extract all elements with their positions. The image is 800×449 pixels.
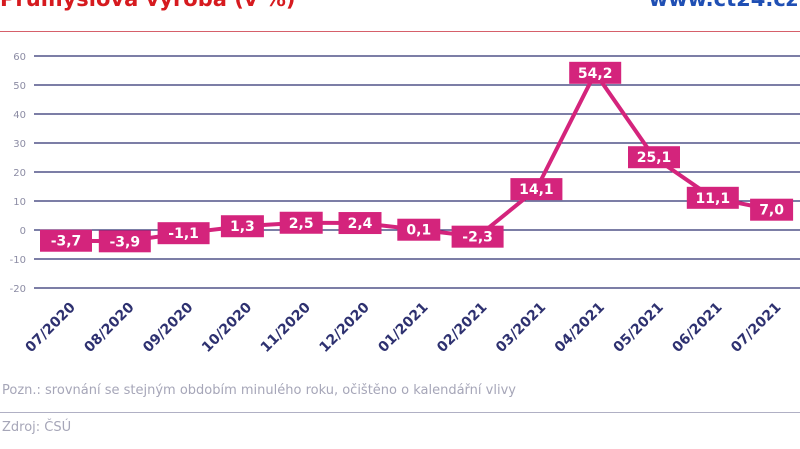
data-label: 2,5	[289, 216, 314, 232]
data-label: 25,1	[637, 150, 672, 166]
y-tick-label: 30	[13, 139, 26, 150]
x-tick-label: 08/2020	[81, 299, 137, 355]
data-label: 2,4	[348, 216, 373, 232]
footer-divider	[0, 412, 800, 413]
data-point-marker	[750, 198, 794, 221]
data-label: 11,1	[696, 191, 731, 207]
chart-title: Průmyslová výroba (v %)	[0, 0, 295, 11]
y-tick-label: 60	[13, 52, 26, 63]
data-label: 54,2	[578, 66, 613, 82]
data-point-marker	[397, 218, 441, 241]
x-tick-label: 07/2020	[23, 299, 79, 355]
y-tick-label: 40	[13, 110, 26, 121]
data-label: -3,7	[51, 234, 82, 250]
data-label: -2,3	[462, 230, 493, 246]
data-point-marker	[686, 186, 739, 209]
data-point-marker	[338, 212, 382, 235]
x-tick-label: 12/2020	[317, 299, 373, 355]
data-point-marker	[510, 178, 563, 201]
line-chart: 60 50 40 30 20 10 0 -10 -20 -3,7 07/2020 -3,9 08/202…	[10, 52, 800, 356]
x-tick-label: 09/2020	[140, 299, 196, 355]
x-tick-label: 01/2021	[375, 300, 431, 356]
x-tick-label: 04/2021	[552, 300, 608, 356]
site-url[interactable]: www.ct24.cz	[649, 0, 798, 11]
y-tick-label: 0	[20, 226, 26, 237]
x-tick-label: 05/2021	[611, 300, 667, 356]
data-label: 0,1	[406, 223, 431, 239]
x-tick-label: 11/2020	[258, 299, 314, 355]
data-point-marker	[569, 61, 622, 84]
y-tick-label: -10	[10, 255, 26, 266]
data-label: -3,9	[109, 234, 140, 250]
header-divider	[0, 31, 800, 32]
x-tick-label: 07/2021	[728, 300, 784, 356]
y-tick-label: 20	[13, 168, 26, 179]
data-point-marker	[220, 215, 264, 238]
y-tick-label: -20	[10, 284, 26, 295]
y-tick-label: 50	[13, 81, 26, 92]
data-point-marker	[157, 222, 210, 245]
data-label: -1,1	[168, 226, 199, 242]
data-point-marker	[279, 211, 323, 234]
data-label: 1,3	[230, 219, 255, 235]
data-label: 7,0	[759, 203, 784, 219]
chart-note: Pozn.: srovnání se stejným obdobím minul…	[2, 383, 516, 398]
data-label: 14,1	[519, 182, 554, 198]
x-tick-label: 06/2021	[669, 300, 725, 356]
x-tick-label: 03/2021	[493, 300, 549, 356]
data-point-marker	[451, 225, 504, 248]
x-tick-label: 10/2020	[199, 299, 255, 355]
data-point-marker	[98, 230, 151, 253]
data-point-marker	[40, 229, 92, 252]
data-point-marker	[628, 146, 680, 169]
x-tick-label: 02/2021	[434, 300, 490, 356]
y-tick-label: 10	[13, 197, 26, 208]
chart-source: Zdroj: ČSÚ	[2, 420, 72, 435]
